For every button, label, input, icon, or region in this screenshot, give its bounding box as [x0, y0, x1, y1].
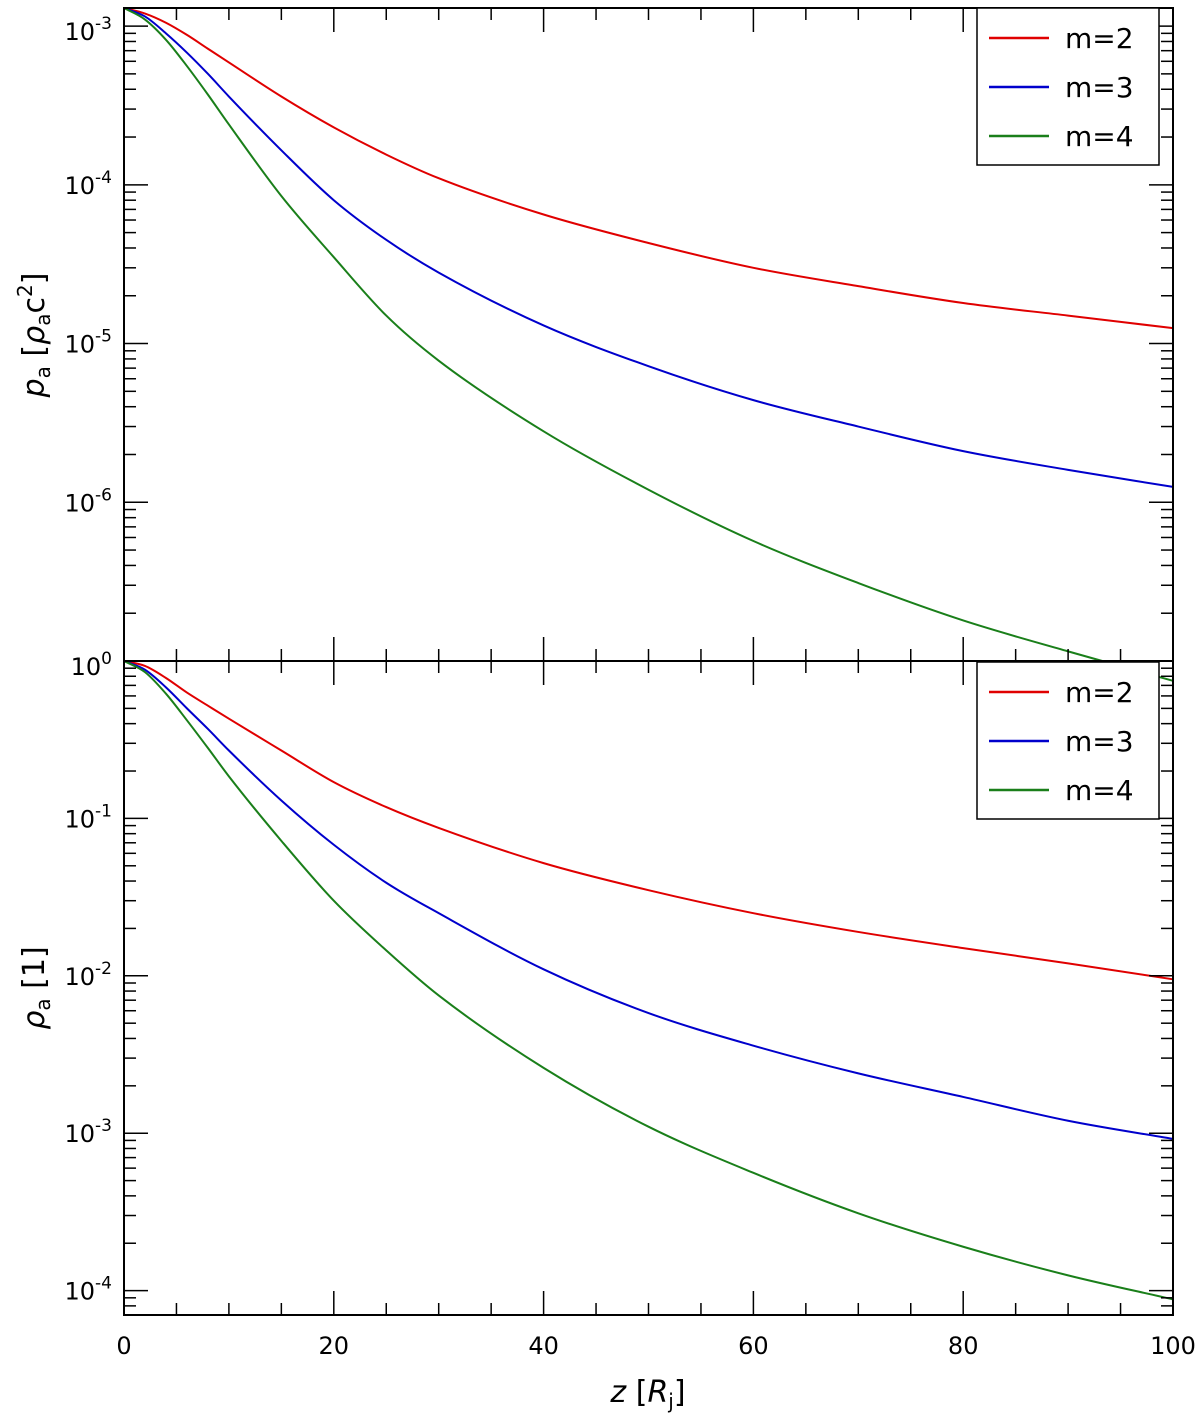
bottom-curves [123, 660, 1174, 1301]
tick-exponent: -3 [95, 14, 112, 34]
x-tick-label: 100 [1150, 1332, 1196, 1360]
x-axis-units-sub: j [667, 1389, 674, 1413]
tick-exponent: -3 [95, 1116, 112, 1136]
top-y-tick-label: 10-6 [65, 485, 113, 517]
x-tick-label: 60 [738, 1332, 769, 1360]
tick-base: 10 [65, 1120, 96, 1148]
top-legend-label-m2: m=2 [1065, 22, 1134, 55]
top-curve-m4 [123, 7, 1174, 682]
top-y-axis-units-c: c [17, 297, 52, 314]
bottom-legend: m=2 m=3 m=4 [976, 661, 1160, 820]
tick-base: 10 [65, 18, 96, 46]
top-y-axis-units-close: ] [17, 273, 52, 285]
tick-base: 10 [65, 1278, 96, 1306]
x-tick-label: 0 [116, 1332, 131, 1360]
x-axis-units-R: R [647, 1375, 668, 1410]
bottom-y-tick-label: 10-2 [65, 959, 113, 991]
x-axis-units-open: [ [636, 1375, 648, 1410]
bottom-curve-m4 [123, 660, 1174, 1301]
bottom-plot-frame [123, 660, 1174, 1316]
bottom-y-tick-label: 100 [71, 649, 112, 681]
bottom-y-tick-label: 10-1 [65, 801, 113, 833]
top-curve-m2 [123, 7, 1174, 330]
x-tick-label: 80 [948, 1332, 979, 1360]
top-y-axis-units-sub: a [31, 314, 55, 326]
top-curves [123, 7, 1174, 682]
top-legend: m=2 m=3 m=4 [976, 7, 1160, 166]
tick-exponent: -4 [95, 1274, 112, 1294]
bottom-x-tick-labels: 0 20 40 60 80 100 [116, 1332, 1196, 1360]
bottom-y-axis-label-base: ρ [17, 1011, 52, 1030]
top-y-tick-label: 10-3 [65, 14, 113, 46]
tick-exponent: -2 [95, 959, 112, 979]
top-y-tick-label: 10-5 [65, 327, 113, 359]
bottom-y-axis-label: ρa [1] [17, 946, 55, 1029]
top-y-axis-label: pa [ρac2] [13, 273, 55, 399]
x-tick-label: 40 [528, 1332, 559, 1360]
tick-exponent: -6 [95, 485, 112, 505]
x-tick-label: 20 [319, 1332, 350, 1360]
tick-exponent: -5 [95, 327, 112, 347]
x-axis-label: z [Rj] [609, 1375, 685, 1413]
top-y-axis-units-open: [ [17, 345, 52, 357]
tick-base: 10 [65, 331, 96, 359]
top-curve-m3 [123, 7, 1174, 488]
top-y-axis-label-base: p [17, 378, 52, 398]
top-y-axis-units-sup: 2 [13, 284, 37, 297]
top-y-axis-label-sub: a [31, 366, 55, 378]
top-legend-label-m3: m=3 [1065, 71, 1134, 104]
top-y-tick-label: 10-4 [65, 168, 113, 200]
bottom-y-tick-label: 10-4 [65, 1274, 113, 1306]
bottom-curve-m2 [123, 660, 1174, 981]
x-axis-units-close: ] [674, 1375, 686, 1410]
tick-exponent: -1 [95, 801, 112, 821]
bottom-curve-m3 [123, 660, 1174, 1140]
tick-base: 10 [71, 653, 102, 681]
tick-exponent: -4 [95, 168, 112, 188]
tick-exponent: 0 [101, 649, 112, 669]
tick-base: 10 [65, 172, 96, 200]
bottom-legend-label-m2: m=2 [1065, 676, 1134, 709]
bottom-y-tick-label: 10-3 [65, 1116, 113, 1148]
tick-base: 10 [65, 963, 96, 991]
top-y-tick-labels: 10-310-410-510-6 [65, 14, 113, 517]
bottom-y-axis-units: [1] [17, 946, 52, 989]
bottom-y-axis-label-sub: a [31, 998, 55, 1010]
top-y-axis-units-rho: ρ [17, 326, 52, 345]
top-legend-label-m4: m=4 [1065, 120, 1134, 153]
bottom-legend-label-m4: m=4 [1065, 774, 1134, 807]
tick-base: 10 [65, 805, 96, 833]
top-panel-pressure: 10-310-410-510-6 pa [ρac2] m=2m=3m=4 [13, 7, 1174, 682]
tick-base: 10 [65, 489, 96, 517]
bottom-legend-label-m3: m=3 [1065, 725, 1134, 758]
x-axis-label-base: z [609, 1375, 627, 1410]
